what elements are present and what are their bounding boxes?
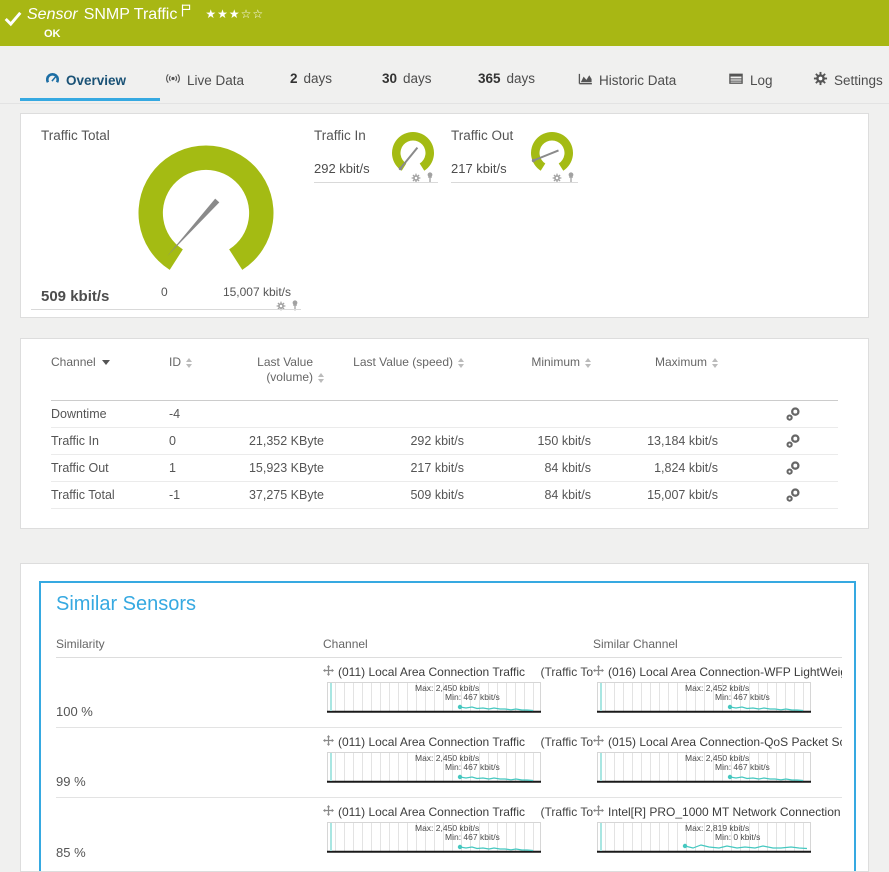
move-crosshair-icon[interactable] [323,735,334,749]
channel-link[interactable]: (011) Local Area Connection Traffic (Tra… [323,805,593,819]
column-header-similarity: Similarity [56,637,323,651]
mini-graph: Max: 2,450 kbit/s Min: 467 kbit/s [327,682,541,713]
gauge-total-actions[interactable] [276,298,300,316]
tab-live-data[interactable]: Live Data [165,71,244,89]
gauge-in-label: Traffic In [314,128,366,143]
move-crosshair-icon[interactable] [323,665,334,679]
gauge-needle [167,199,219,257]
tab-365-days[interactable]: 365days [478,71,535,86]
column-header-last-value-volume[interactable]: Last Value(volume) [231,355,324,385]
gear-icon[interactable] [276,298,286,316]
traffic-total-gauge [131,138,281,293]
sort-icon [712,358,718,368]
tab-log[interactable]: Log [728,71,773,89]
status-badge: OK [44,28,61,40]
column-header-id[interactable]: ID [169,355,231,369]
sensor-type-label: Sensor [27,6,78,24]
gauge-in-value: 292 kbit/s [314,161,370,176]
similar-sensors-box: Similar Sensors Similarity Channel Simil… [39,581,856,872]
similarity-value: 100 % [56,658,323,727]
table-row: Traffic In 0 21,352 KByte 292 kbit/s 150… [51,428,838,455]
gauge-total-label: Traffic Total [41,128,110,143]
channel-link[interactable]: (011) Local Area Connection Traffic (Tra… [323,665,593,679]
gauge-needle [400,148,417,169]
move-crosshair-icon[interactable] [323,805,334,819]
sort-icon [186,358,192,368]
tab-historic-data[interactable]: Historic Data [578,71,676,89]
gauge-in-actions[interactable] [411,170,435,188]
similar-table-header: Similarity Channel Similar Channel [56,637,842,658]
similar-channel-link[interactable]: (015) Local Area Connection-QoS Packet S… [593,735,842,749]
channel-settings-icon[interactable] [718,461,838,475]
broadcast-icon [165,71,181,89]
channel-name: Traffic Total [51,488,169,502]
tab-overview[interactable]: Overview [45,71,126,89]
move-crosshair-icon[interactable] [593,805,604,819]
gauge-scale-max: 15,007 kbit/s [181,285,291,299]
move-crosshair-icon[interactable] [593,735,604,749]
channel-link[interactable]: (011) Local Area Connection Traffic (Tra… [323,735,593,749]
channel-name: Downtime [51,407,169,421]
column-header-minimum[interactable]: Minimum [464,355,591,369]
pin-icon[interactable] [425,170,435,188]
similarity-value: 99 % [56,728,323,797]
column-header-maximum[interactable]: Maximum [591,355,718,369]
mini-graph: Max: 2,819 kbit/s Min: 0 kbit/s [597,822,811,853]
column-header-channel: Channel [323,637,593,651]
column-header-channel[interactable]: Channel [51,355,169,369]
channel-name: Traffic Out [51,461,169,475]
table-row: Traffic Out 1 15,923 KByte 217 kbit/s 84… [51,455,838,482]
sensor-header: Sensor SNMP Traffic ★★★☆☆ OK [0,0,889,46]
similar-sensors-title: Similar Sensors [56,593,842,616]
gauge-out-label: Traffic Out [451,128,513,143]
similar-row: 85 % (011) Local Area Connection Traffic… [56,798,842,868]
similar-row: 100 % (011) Local Area Connection Traffi… [56,658,842,728]
pin-icon[interactable] [566,170,576,188]
mini-graph: Max: 2,450 kbit/s Min: 467 kbit/s [327,752,541,783]
gear-icon[interactable] [411,170,421,188]
sort-icon [318,373,324,383]
tab-settings[interactable]: Settings [813,71,883,89]
channel-settings-icon[interactable] [718,407,838,421]
gauges-panel: Traffic Total 509 kbit/s 0 15,007 kbit/s… [20,113,869,318]
tab-30-days[interactable]: 30days [382,71,432,86]
channel-settings-icon[interactable] [718,434,838,448]
gauge-icon [45,71,60,89]
ok-check-icon [4,10,22,33]
similar-channel-link[interactable]: (016) Local Area Connection-WFP LightWei… [593,665,842,679]
mini-graph: Max: 2,450 kbit/s Min: 467 kbit/s [327,822,541,853]
active-tab-indicator [20,98,160,101]
area-chart-icon [578,71,593,89]
similar-row: 99 % (011) Local Area Connection Traffic… [56,728,842,798]
pin-icon[interactable] [290,298,300,316]
mini-graph: Max: 2,450 kbit/s Min: 467 kbit/s [597,752,811,783]
priority-stars[interactable]: ★★★☆☆ [205,7,264,21]
similar-sensors-panel: Similar Sensors Similarity Channel Simil… [20,563,869,872]
tab-2-days[interactable]: 2days [290,71,332,86]
gauge-out-value: 217 kbit/s [451,161,507,176]
gear-icon [813,71,828,89]
sort-desc-icon [102,360,110,365]
gauge-out-actions[interactable] [552,170,576,188]
similarity-value: 85 % [56,798,323,868]
channel-settings-icon[interactable] [718,488,838,502]
similar-channel-link[interactable]: Intel[R] PRO_1000 MT Network Connection … [593,805,842,819]
channel-table-panel: Channel ID Last Value(volume) Last Value… [20,338,869,529]
mini-graph: Max: 2,452 kbit/s Min: 467 kbit/s [597,682,811,713]
sensor-name: SNMP Traffic [84,6,178,24]
table-row: Traffic Total -1 37,275 KByte 509 kbit/s… [51,482,838,509]
log-icon [728,71,744,89]
gauge-total-value: 509 kbit/s [41,288,109,305]
channel-table-header: Channel ID Last Value(volume) Last Value… [51,355,838,401]
table-row: Downtime -4 [51,401,838,428]
column-header-similar-channel: Similar Channel [593,637,842,651]
move-crosshair-icon[interactable] [593,665,604,679]
channel-name: Traffic In [51,434,169,448]
column-header-last-value-speed[interactable]: Last Value (speed) [324,355,464,369]
gauge-scale-min: 0 [161,285,168,299]
flag-icon[interactable] [181,4,191,22]
gear-icon[interactable] [552,170,562,188]
